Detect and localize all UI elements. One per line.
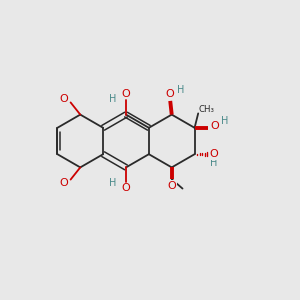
Text: O: O	[167, 181, 176, 191]
Text: H: H	[210, 158, 218, 168]
Text: O: O	[122, 88, 130, 99]
Text: O: O	[167, 181, 176, 191]
Text: O: O	[166, 89, 175, 99]
Text: O: O	[60, 178, 68, 188]
Text: H: H	[177, 85, 184, 94]
Text: O: O	[60, 94, 68, 104]
Text: O: O	[209, 149, 218, 159]
Text: O: O	[60, 178, 68, 188]
Text: O: O	[211, 121, 219, 131]
Text: H: H	[220, 116, 228, 126]
Text: O: O	[122, 88, 130, 99]
Text: O: O	[211, 121, 219, 131]
Text: H: H	[109, 178, 116, 188]
Text: O: O	[122, 183, 130, 194]
Text: O: O	[209, 149, 218, 159]
Text: O: O	[60, 94, 68, 104]
Text: H: H	[109, 94, 116, 104]
Text: CH₃: CH₃	[199, 105, 214, 114]
Text: O: O	[166, 89, 175, 99]
Text: O: O	[122, 183, 130, 194]
